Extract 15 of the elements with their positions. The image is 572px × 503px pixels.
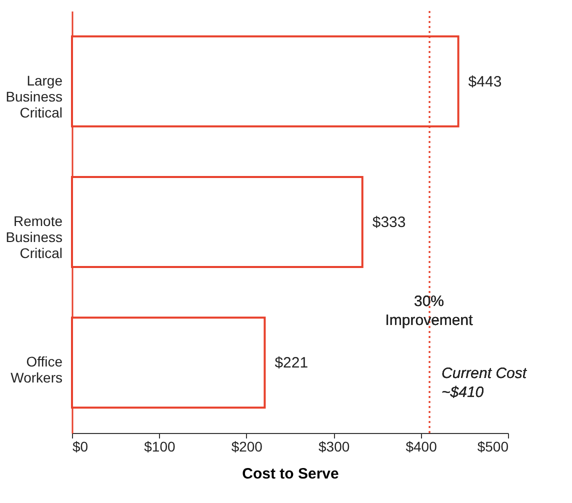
annotation: 30% Improvement	[385, 293, 474, 329]
x-tick-label: $200	[231, 438, 263, 454]
data-label: $443	[468, 73, 502, 90]
x-tick-label: $0	[72, 438, 88, 454]
data-label: $221	[274, 354, 308, 372]
x-tick-label: $400	[406, 438, 438, 454]
y-tick-label: Large Business Critical	[6, 72, 63, 120]
x-tick-label: $300	[318, 438, 350, 454]
y-tick-label: Remote Business Critical	[6, 213, 63, 261]
y-tick-label: Office Workers	[10, 354, 63, 386]
x-axis-title: Cost to Serve	[242, 466, 339, 482]
data-label: $333	[372, 214, 406, 231]
ref-line-label: Current Cost ~$410	[442, 365, 528, 401]
x-tick-label: $100	[144, 438, 176, 454]
x-tick-label: $500	[477, 438, 509, 454]
